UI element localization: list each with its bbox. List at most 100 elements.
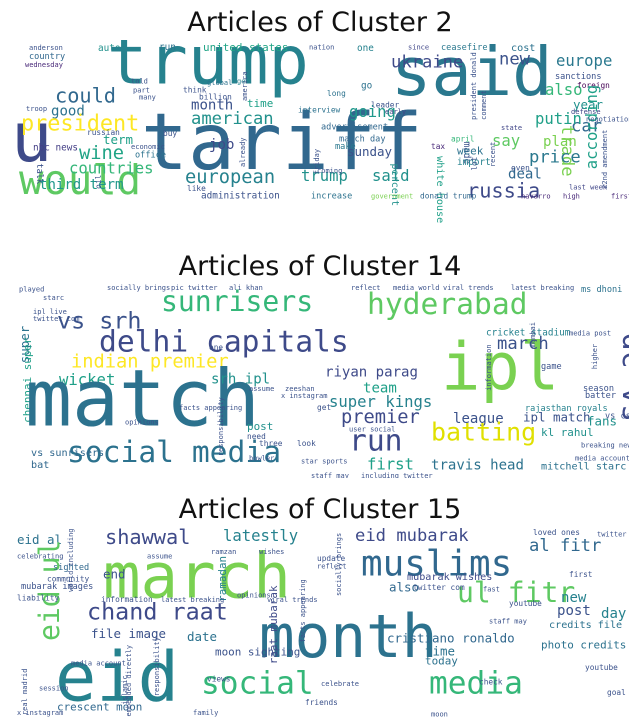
word-opinions: opinions [237, 591, 271, 599]
word-played: played [19, 284, 44, 293]
word-deal: deal [508, 167, 542, 183]
word-talk: talk [34, 163, 44, 184]
word-economic: economic [131, 142, 165, 151]
word-defense: defense [571, 107, 601, 116]
word-rajasthan-royals: rajasthan royals [525, 404, 608, 414]
word-would: would [19, 156, 141, 204]
word-new: new [561, 590, 587, 606]
word-super-kings: super kings [329, 393, 432, 411]
word-breaking-news: breaking news [581, 442, 629, 450]
word-mubarak-images: mubarak images [21, 582, 93, 592]
word-eid: eid [55, 638, 179, 718]
word-islamic: islamic [120, 675, 129, 705]
word-latest-breaking: latest breaking [511, 284, 574, 292]
word-today: today [425, 654, 458, 667]
word-white-house: white house [434, 156, 445, 223]
word-ukraine: ukraine [391, 53, 463, 73]
word-mumbai: mumbai [528, 322, 537, 347]
word-said: said [391, 40, 553, 111]
word-lot: lot [470, 157, 479, 171]
word-media: media [429, 665, 523, 701]
word-government: government [371, 191, 413, 200]
word-session: session [39, 683, 69, 692]
word-embedded-directly: embedded directly [125, 645, 133, 717]
word-sighted: sighted [53, 563, 89, 573]
word-social: social [201, 665, 314, 701]
word-media-account: media account [71, 660, 126, 668]
word-photo-credits: photo credits [541, 638, 626, 651]
word-march: march [103, 539, 291, 612]
word-post: post [247, 420, 273, 433]
word-run: run [159, 42, 176, 53]
word-get: get [237, 77, 250, 86]
word-need: need [247, 432, 266, 441]
word-viral-trends: viral trends [443, 284, 494, 292]
word-youtube: youtube [585, 663, 618, 672]
word-ul-fitr: ul fitr [457, 576, 575, 609]
word-negotiation: negotiation [586, 114, 629, 123]
word-wicket: wicket [59, 371, 115, 389]
word-ipl-match: ipl match [523, 409, 591, 424]
word-x-instagram: x instagram [281, 391, 327, 400]
word-date: date [187, 629, 217, 644]
word-wednesday: wednesday [25, 61, 63, 69]
word-trump: trump [107, 40, 309, 100]
word-game: game [541, 362, 562, 372]
word-percent: percent [389, 163, 400, 206]
word-many: many [139, 93, 156, 102]
word-long: long [327, 89, 346, 98]
word-new: new [499, 50, 531, 70]
word-anderson: anderson [29, 43, 63, 52]
word-hyderabad: hyderabad [367, 286, 528, 321]
word-assume: assume [249, 385, 274, 393]
word-ipl-live: ipl live [33, 307, 67, 316]
word-go: go [361, 81, 372, 92]
word-united-states: united states [203, 41, 288, 54]
word-mubarak-wishes: mubarak wishes [407, 572, 492, 583]
word-x-instagram: x instagram [17, 709, 63, 717]
word-user-social: user social [349, 426, 395, 434]
word-eid-ul: eid ul [33, 540, 66, 641]
word-goal: goal [607, 688, 626, 697]
word-told: told [131, 77, 148, 86]
word-interview: interview [298, 106, 341, 115]
word-three: three [259, 439, 283, 448]
word-season: season [583, 384, 614, 394]
word-according: according [583, 85, 601, 170]
word-pic-twitter: pic twitter [171, 283, 217, 292]
word-eid-al: eid al [17, 532, 62, 547]
word-american: american [191, 109, 274, 129]
word-ceasefire: ceasefire [441, 43, 487, 53]
word-super: super [17, 325, 32, 363]
word-trade: trade [557, 125, 577, 177]
word-oil: oil [94, 175, 103, 189]
word-ms-dhoni: ms dhoni [581, 285, 622, 295]
word-check: check [479, 678, 503, 687]
word-moon-sighting: moon sighting [215, 646, 300, 659]
word-first: first [569, 570, 592, 579]
word-viral-trends: viral trends [267, 596, 318, 604]
word-eid-mubarak: eid mubarak [355, 526, 469, 546]
word-world-including: world including [67, 528, 75, 591]
word-high: high [563, 191, 580, 200]
word-foreign: foreign [577, 81, 610, 90]
word-say: say [492, 132, 520, 150]
word-state: state [501, 123, 522, 132]
word-kl-rahul: kl rahul [541, 426, 594, 439]
word-media-post: media post [569, 330, 611, 338]
word-april: april [451, 135, 474, 144]
word-chand-raat: chand raat [87, 597, 228, 625]
word-march-day: march day [339, 135, 385, 145]
word-friends: friends [305, 698, 338, 707]
cluster-title: Articles of Cluster 15 [178, 494, 462, 525]
word-dc-vs: dc vs [616, 333, 629, 422]
word-bowler: bowler [249, 454, 274, 463]
word-european: european [185, 167, 275, 188]
word-srh-ipl: srh ipl [211, 372, 270, 388]
word-coming: coming [317, 166, 342, 175]
word-increase: increase [311, 191, 352, 201]
word-sanctions: sanctions [555, 72, 601, 82]
word-plan: plan [543, 134, 577, 150]
word-league: league [453, 411, 504, 427]
